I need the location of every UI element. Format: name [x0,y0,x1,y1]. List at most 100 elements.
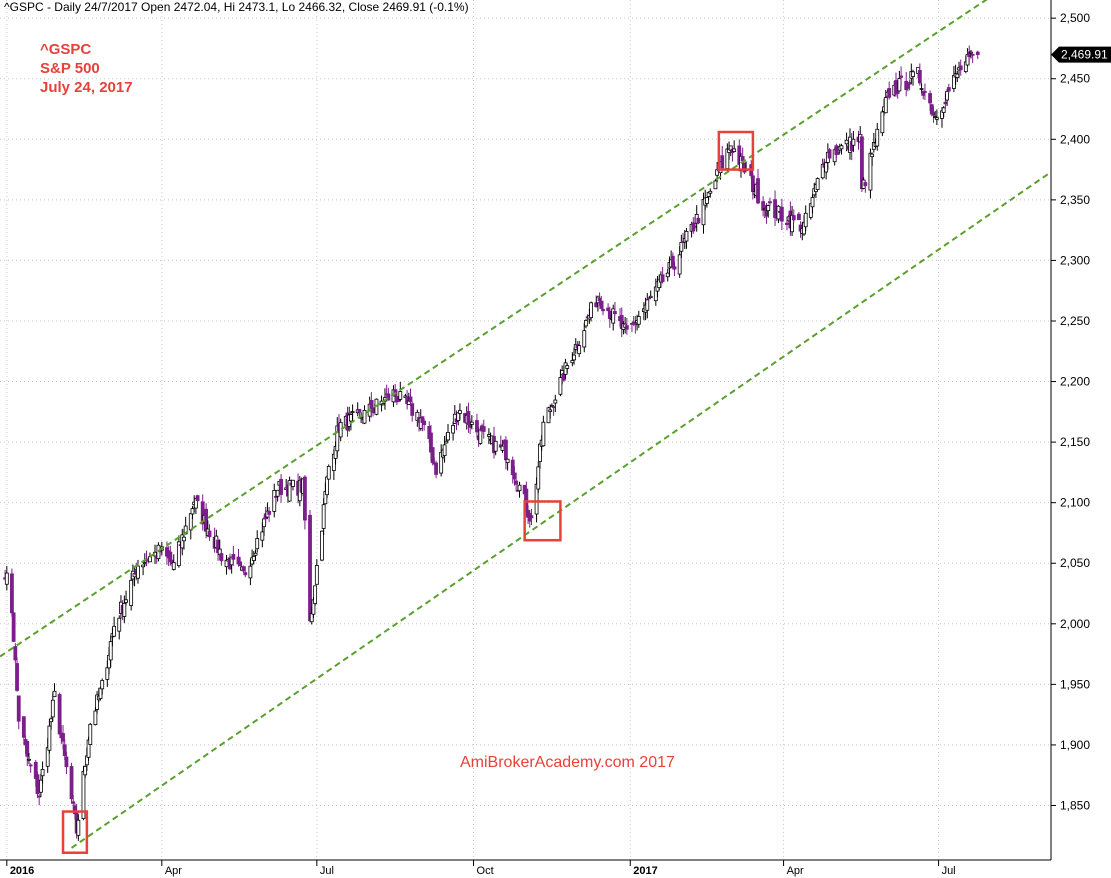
candle [875,122,880,151]
candle [917,63,922,86]
candle [624,317,629,335]
candle [863,180,868,193]
candle [326,464,331,480]
x-axis-ticks: 2016 Apr Jul Oct 2017 Apr Jul [6,860,956,877]
channel-line-upper [0,0,988,658]
candle [517,481,522,498]
x-tick-label: Jul [942,865,956,877]
candle [481,419,486,439]
candle [291,479,295,491]
candle [536,461,541,494]
candle [505,458,510,471]
candle [923,83,927,100]
y-tick-label: 2,250 [1060,314,1090,328]
candle [779,198,784,231]
candle [648,290,653,298]
candle [696,216,701,225]
candle [645,293,650,319]
candle [708,188,713,198]
candle [108,635,113,668]
x-tick-label: 2017 [633,865,657,877]
highlight-box-feb-2016-low [61,810,89,854]
candle [321,498,326,536]
y-tick-label: 2,100 [1060,496,1090,510]
candle [791,209,796,223]
highlight-box-mar-2017-high [717,130,755,171]
candle [386,387,391,401]
candle [279,474,283,503]
candle [446,423,450,442]
candle [720,145,725,170]
annotation-symbol: ^GSPC [40,41,92,58]
last-value-tag: 2,469.91 [1051,46,1111,63]
candle [117,615,122,640]
candle [303,475,307,530]
candle [398,381,403,402]
candle [434,460,438,479]
candle [267,507,272,522]
candle [713,178,718,190]
candle [112,616,117,637]
candle [451,421,456,441]
y-axis-ticks: 1,850 1,900 1,950 2,000 2,050 2,100 2,150 2,200… [1051,11,1090,812]
candle [362,405,367,425]
candle [381,403,386,406]
candle [13,643,18,664]
candle [870,152,875,166]
x-tick-label: Oct [477,865,494,877]
y-tick-label: 1,900 [1060,738,1090,752]
candle [219,548,224,566]
candle [613,301,617,316]
candle [93,707,98,726]
candle [660,266,665,284]
candle [548,404,553,419]
candle [231,545,236,566]
candle [611,304,616,331]
candle [25,740,30,766]
candle [4,566,9,591]
candle [975,50,980,59]
candle [57,692,62,735]
candle [458,403,462,420]
candle [945,89,949,106]
candle [52,683,57,698]
candle [238,557,243,567]
highlight-box-nov-2016-low [523,500,562,542]
y-tick-label: 2,350 [1060,193,1090,207]
watermark: AmiBrokerAcademy.com 2017 [460,754,675,771]
candle [768,197,772,207]
candle [195,494,200,504]
x-tick-label: Apr [165,865,182,877]
candle [546,406,551,424]
chart-header: ^GSPC - Daily 24/7/2017 Open 2472.04, Hi… [4,0,469,14]
candle [493,440,498,456]
candle [514,472,519,492]
y-tick-label: 2,400 [1060,132,1090,146]
candle [946,83,951,93]
candle [934,109,939,126]
candle [129,573,134,611]
candle [589,301,593,322]
candle [529,508,534,526]
y-tick-label: 1,950 [1060,677,1090,691]
candle [899,66,904,86]
candle [851,131,856,152]
candle [313,585,318,606]
candle [176,535,181,568]
candle [308,509,312,623]
candle [672,261,677,276]
candle [582,322,587,353]
candle [810,193,815,214]
candle [941,106,946,118]
grid [0,0,1051,860]
candle [636,310,641,328]
candle [887,81,892,100]
candlestick-series [3,45,980,841]
candle [16,695,21,730]
candle [572,347,576,365]
candle [27,753,31,765]
candle [124,590,128,606]
candle [732,140,737,152]
highlight-boxes [61,130,755,854]
candle [15,657,19,692]
